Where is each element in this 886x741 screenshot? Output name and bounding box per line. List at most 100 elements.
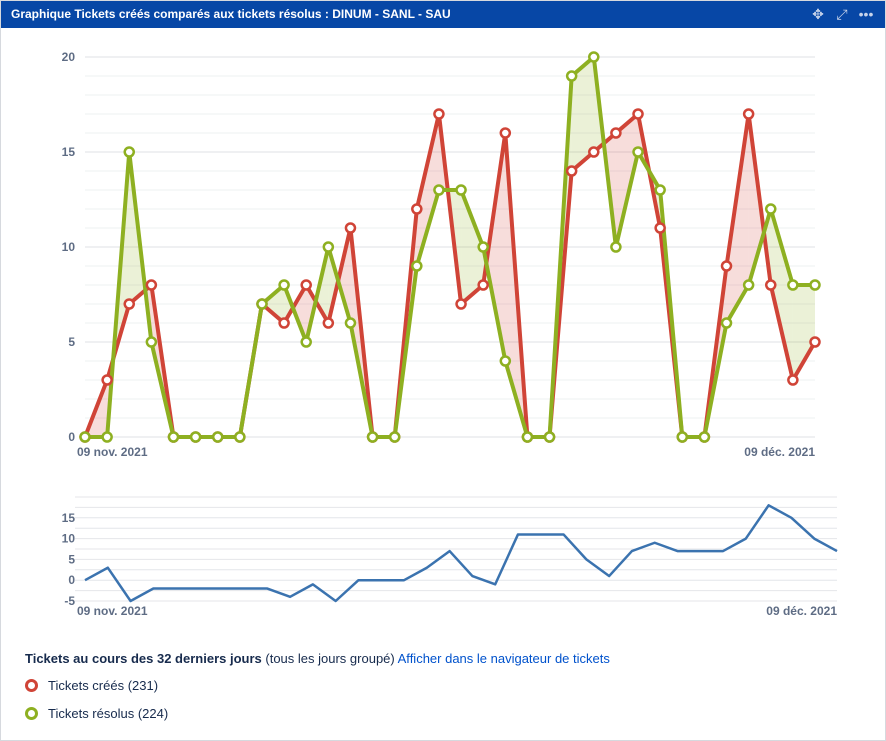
y-tick-label: 0 — [68, 430, 75, 444]
move-icon[interactable]: ✥ — [812, 6, 824, 22]
created-vs-resolved-chart: 0 5 10 15 20 09 nov. 2021 09 déc. 2021 — [62, 50, 821, 459]
y-tick-label: 20 — [62, 50, 76, 64]
difference-region — [615, 114, 639, 247]
data-point — [234, 431, 246, 443]
x-start-label: 09 nov. 2021 — [77, 445, 148, 459]
points-resolved — [79, 51, 821, 443]
legend-grouping: (tous les jours groupé) — [265, 651, 395, 666]
difference-region — [792, 285, 815, 380]
data-point — [477, 241, 489, 253]
data-point — [256, 298, 268, 310]
difference-region — [416, 114, 439, 266]
data-point — [720, 260, 733, 272]
data-point — [610, 127, 622, 139]
data-point — [720, 317, 733, 329]
data-point — [765, 279, 777, 291]
data-point — [300, 336, 312, 348]
data-point — [388, 431, 401, 443]
data-point — [588, 51, 600, 63]
series-resolved — [85, 55, 815, 439]
y-tick-label: 10 — [62, 240, 76, 254]
data-point — [632, 146, 644, 158]
data-point — [366, 431, 379, 443]
series-created — [83, 112, 817, 439]
legend-item-resolved: Tickets résolus (224) — [25, 706, 168, 721]
data-point — [322, 241, 335, 253]
legend-item-created: Tickets créés (231) — [25, 678, 158, 693]
data-point — [787, 374, 799, 386]
gadget-title: Graphique Tickets créés comparés aux tic… — [11, 7, 451, 21]
data-point — [344, 222, 357, 234]
data-point — [543, 431, 556, 443]
circle-icon — [25, 679, 38, 692]
data-point — [632, 108, 644, 120]
data-point — [698, 431, 711, 443]
difference-overview-chart: -5 0 5 10 15 09 nov. 2021 09 déc. 2021 — [62, 496, 838, 618]
gadget-header: Graphique Tickets créés comparés aux tic… — [1, 1, 885, 28]
data-point — [101, 431, 113, 443]
data-point — [676, 431, 689, 443]
expand-icon[interactable]: ⤢ — [836, 6, 848, 22]
data-point — [455, 298, 467, 310]
x-start-label: 09 nov. 2021 — [77, 604, 148, 618]
circle-icon — [25, 707, 38, 720]
y-tick-label: 15 — [62, 145, 76, 159]
grid — [85, 56, 815, 438]
y-tick-label: 15 — [62, 511, 76, 525]
data-point — [455, 184, 467, 196]
header-icons: ✥ ⤢ ••• — [809, 4, 875, 24]
data-point — [654, 222, 666, 234]
difference-region — [261, 285, 285, 323]
data-point — [167, 431, 180, 443]
difference-region — [338, 228, 351, 323]
data-point — [477, 279, 489, 291]
y-tick-label: 10 — [62, 532, 76, 546]
series-line — [83, 112, 817, 439]
data-point — [588, 146, 600, 158]
data-point — [411, 203, 423, 215]
difference-line — [84, 504, 838, 603]
difference-region — [770, 209, 793, 380]
data-point — [123, 146, 135, 158]
data-point — [433, 108, 445, 120]
y-tick-label: -5 — [64, 594, 75, 608]
data-point — [654, 184, 666, 196]
data-point — [499, 127, 512, 139]
issue-navigator-link[interactable]: Afficher dans le navigateur de tickets — [397, 651, 610, 666]
y-tick-label: 0 — [68, 573, 75, 587]
data-point — [610, 241, 622, 253]
data-point — [123, 298, 135, 310]
series-line — [85, 55, 815, 439]
y-tick-label: 5 — [68, 552, 75, 566]
x-end-label: 09 déc. 2021 — [744, 445, 815, 459]
chart-legend: Tickets au cours des 32 derniers jours (… — [25, 651, 610, 721]
data-point — [742, 108, 755, 120]
data-point — [499, 355, 512, 367]
difference-region — [292, 285, 307, 342]
data-point — [787, 279, 799, 291]
grid — [75, 496, 837, 602]
data-point — [765, 203, 777, 215]
difference-region — [486, 133, 506, 361]
difference-region — [571, 57, 594, 171]
data-point — [101, 374, 113, 386]
data-point — [344, 317, 357, 329]
data-point — [411, 260, 423, 272]
legend-heading: Tickets au cours des 32 derniers jours (… — [25, 651, 610, 666]
data-point — [278, 317, 290, 329]
data-point — [433, 184, 445, 196]
data-point — [322, 317, 335, 329]
data-point — [189, 431, 202, 443]
difference-region — [461, 190, 484, 304]
data-point — [809, 336, 821, 348]
data-point — [211, 431, 224, 443]
data-point — [742, 279, 755, 291]
more-icon[interactable]: ••• — [858, 6, 874, 22]
legend-label-resolved: Tickets résolus (224) — [48, 706, 169, 721]
data-point — [521, 431, 534, 443]
data-point — [565, 70, 578, 82]
data-point — [145, 279, 158, 291]
legend-label-created: Tickets créés (231) — [48, 678, 159, 693]
difference-region — [726, 114, 749, 323]
